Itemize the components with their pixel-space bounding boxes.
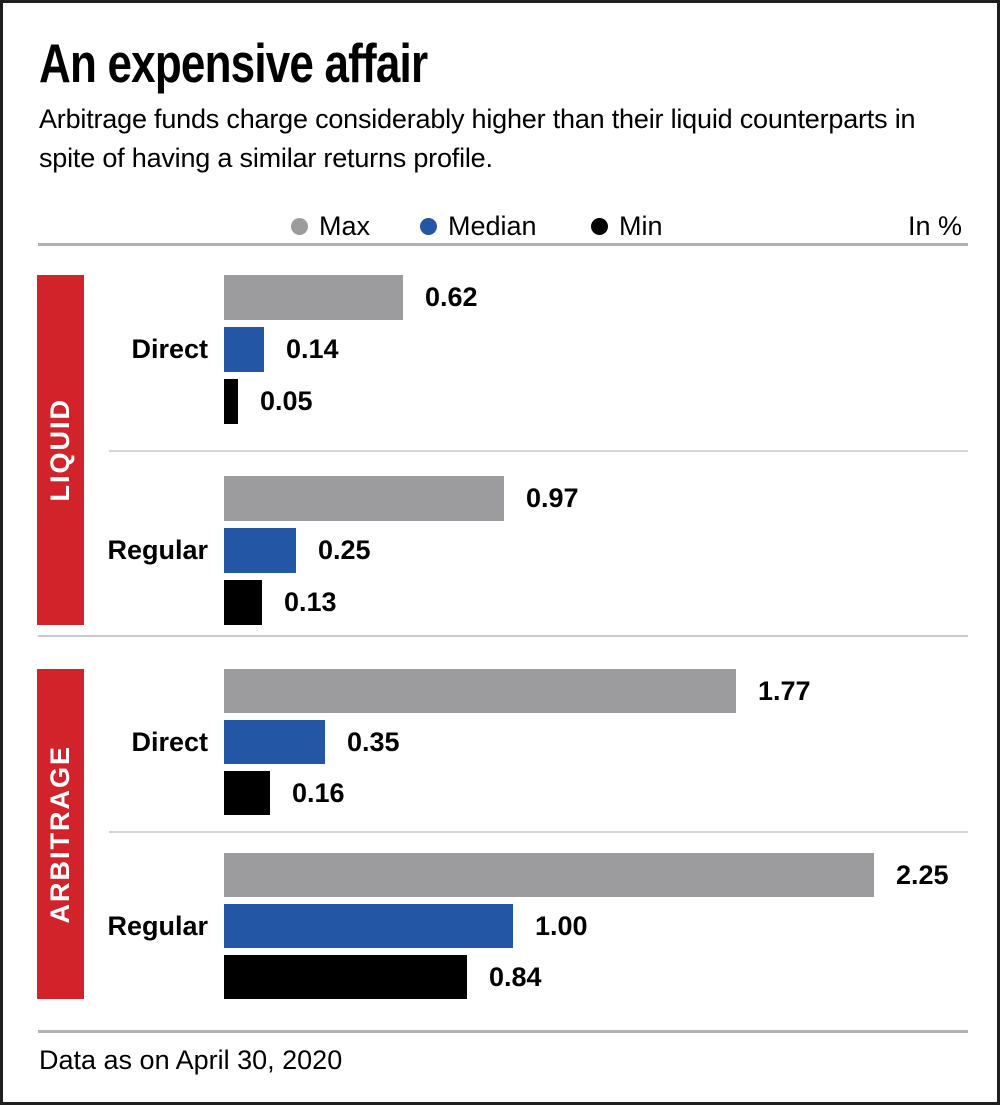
- median-dot-icon: [420, 217, 437, 235]
- legend-label-median: Median: [448, 210, 537, 241]
- bar-value-label: 0.35: [347, 726, 400, 757]
- max-dot-icon: [291, 217, 308, 235]
- legend-item-max: Max: [291, 208, 370, 244]
- group-label-liquid: LIQUID: [37, 275, 84, 625]
- bar-line: 0.05: [224, 379, 313, 424]
- subtitle-line-2: spite of having a similar returns profil…: [39, 143, 493, 173]
- footer-note: Data as on April 30, 2020: [39, 1045, 343, 1075]
- group-label-arbitrage: ARBITRAGE: [37, 669, 84, 999]
- min-bar: [224, 379, 238, 424]
- bar-value-label: 0.62: [425, 282, 478, 312]
- chart-subtitle: Arbitrage funds charge considerably high…: [39, 100, 916, 178]
- max-bar: [224, 476, 504, 521]
- bar-value-label: 1.00: [535, 910, 588, 941]
- bar-line: 0.13: [224, 580, 337, 625]
- median-bar: [224, 528, 296, 573]
- row-label-regular: Regular: [107, 910, 208, 941]
- max-bar: [224, 669, 736, 713]
- unit-label: In %: [907, 210, 962, 241]
- bar-value-label: 0.13: [284, 587, 337, 617]
- bar-line: 0.14: [224, 327, 339, 372]
- bar-line: 0.25: [224, 528, 371, 573]
- legend-item-min: Min: [591, 208, 663, 244]
- footer-divider: [38, 1030, 968, 1033]
- bar-line: 1.77: [224, 669, 811, 713]
- legend-divider: [38, 243, 968, 246]
- min-dot-icon: [591, 217, 608, 235]
- bar-value-label: 0.14: [286, 334, 339, 364]
- legend-item-median: Median: [420, 208, 537, 244]
- bar-line: 1.00: [224, 904, 588, 948]
- max-bar: [224, 275, 403, 320]
- bar-value-label: 0.97: [526, 483, 579, 513]
- bar-value-label: 0.05: [260, 386, 313, 416]
- row-label-direct: Direct: [131, 334, 208, 364]
- subtitle-line-1: Arbitrage funds charge considerably high…: [39, 104, 916, 134]
- bar-line: 0.16: [224, 771, 345, 815]
- bar-line: 2.25: [224, 853, 949, 897]
- bar-value-label: 1.77: [758, 675, 811, 706]
- legend-label-max: Max: [319, 210, 371, 241]
- min-bar: [224, 955, 467, 999]
- chart-title: An expensive affair: [39, 32, 428, 94]
- bar-value-label: 0.16: [292, 777, 345, 808]
- bar-line: 0.97: [224, 476, 579, 521]
- row-divider: [109, 831, 968, 833]
- legend-label-min: Min: [619, 210, 663, 241]
- row-label-direct: Direct: [131, 726, 208, 757]
- min-bar: [224, 580, 262, 625]
- row-divider: [109, 450, 968, 452]
- bar-line: 0.35: [224, 720, 400, 764]
- bar-value-label: 0.25: [318, 535, 371, 565]
- median-bar: [224, 327, 264, 372]
- row-label-regular: Regular: [107, 535, 208, 565]
- max-bar: [224, 853, 874, 897]
- bar-line: 0.62: [224, 275, 478, 320]
- min-bar: [224, 771, 270, 815]
- bar-value-label: 0.84: [489, 961, 542, 992]
- bar-line: 0.84: [224, 955, 542, 999]
- section-divider: [38, 635, 968, 637]
- median-bar: [224, 720, 325, 764]
- bar-value-label: 2.25: [896, 859, 949, 890]
- median-bar: [224, 904, 513, 948]
